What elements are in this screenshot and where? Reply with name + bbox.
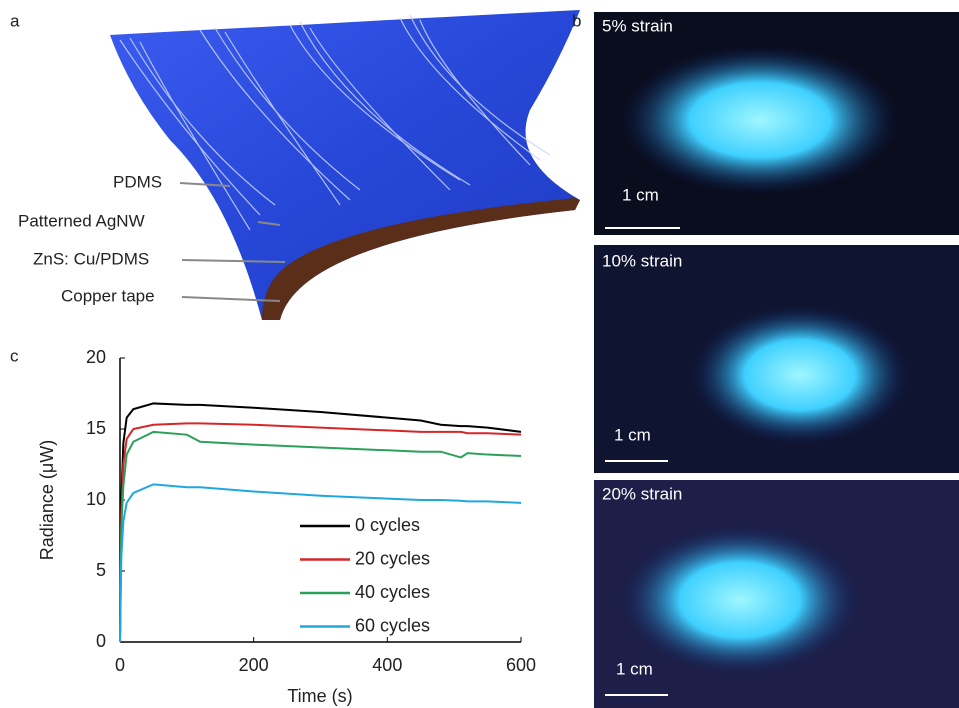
legend-label: 60 cycles [355, 615, 430, 635]
y-tick-label: 20 [86, 347, 106, 367]
panel-label: a [10, 11, 20, 30]
x-axis-title: Time (s) [287, 686, 352, 706]
y-tick-label: 5 [96, 560, 106, 580]
series-line [120, 423, 521, 642]
y-tick-label: 0 [96, 631, 106, 651]
y-tick-label: 15 [86, 418, 106, 438]
legend-label: 20 cycles [355, 548, 430, 568]
x-tick-label: 400 [372, 655, 402, 675]
panel-label: c [10, 346, 19, 365]
layer-label: ZnS: Cu/PDMS [33, 249, 149, 268]
x-tick-label: 200 [239, 655, 269, 675]
photo: 5% strain 1 cm [594, 12, 959, 235]
series-line [120, 432, 521, 642]
strain-label: 5% strain [602, 16, 673, 35]
panel-label: b [572, 11, 581, 30]
layer-label: Copper tape [61, 286, 155, 305]
scale-label: 1 cm [616, 659, 653, 678]
photo: 20% strain 1 cm [594, 480, 959, 708]
strain-label: 10% strain [602, 251, 682, 270]
legend-label: 40 cycles [355, 582, 430, 602]
layer-label: PDMS [113, 172, 162, 191]
y-axis-title: Radiance (μW) [37, 440, 57, 560]
y-tick-label: 10 [86, 489, 106, 509]
scale-label: 1 cm [614, 425, 651, 444]
layer-label: Patterned AgNW [18, 211, 145, 230]
x-tick-label: 600 [506, 655, 536, 675]
x-tick-label: 0 [115, 655, 125, 675]
scale-label: 1 cm [622, 185, 659, 204]
pdms-sheet [110, 10, 580, 320]
strain-label: 20% strain [602, 484, 682, 503]
series-line [120, 484, 521, 642]
legend-label: 0 cycles [355, 515, 420, 535]
photo: 10% strain 1 cm [594, 245, 959, 473]
figure: a PDMS Patterned AgNW ZnS: Cu/PDMS Coppe… [0, 0, 959, 708]
series-line [120, 403, 521, 642]
